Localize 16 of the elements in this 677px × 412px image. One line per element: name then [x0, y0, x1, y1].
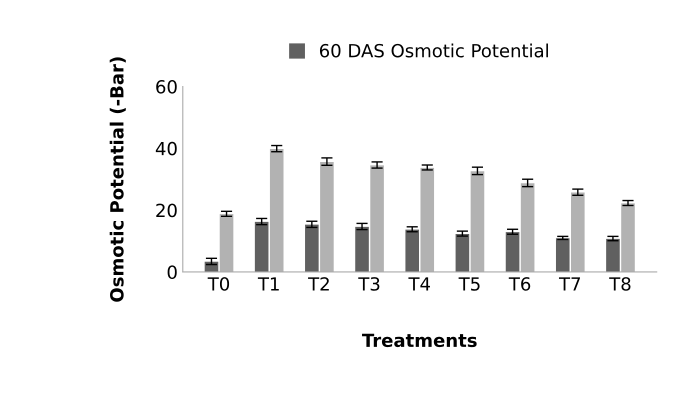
- x-tick-label: T7: [558, 277, 580, 290]
- x-tick-label: T2: [308, 277, 329, 290]
- x-tick-label: T8: [609, 277, 630, 291]
- x-tick-label: T5: [458, 277, 480, 291]
- legend-label: 60 DAS Osmotic Potential: [320, 44, 548, 58]
- x-axis-title: Treatments: [362, 334, 477, 348]
- x-tick-label: T3: [358, 277, 380, 291]
- y-tick-label: 20: [156, 204, 177, 218]
- x-tick-label: T1: [258, 277, 279, 290]
- x-tick-label: T4: [408, 277, 430, 290]
- y-axis-title: Osmotic Potential (-Bar): [110, 57, 126, 302]
- y-tick-label: 60: [156, 80, 177, 94]
- x-tick-label: T6: [508, 277, 530, 291]
- y-tick-label: 0: [168, 265, 177, 280]
- y-tick-label: 40: [156, 142, 177, 156]
- x-tick-label: T0: [208, 277, 230, 291]
